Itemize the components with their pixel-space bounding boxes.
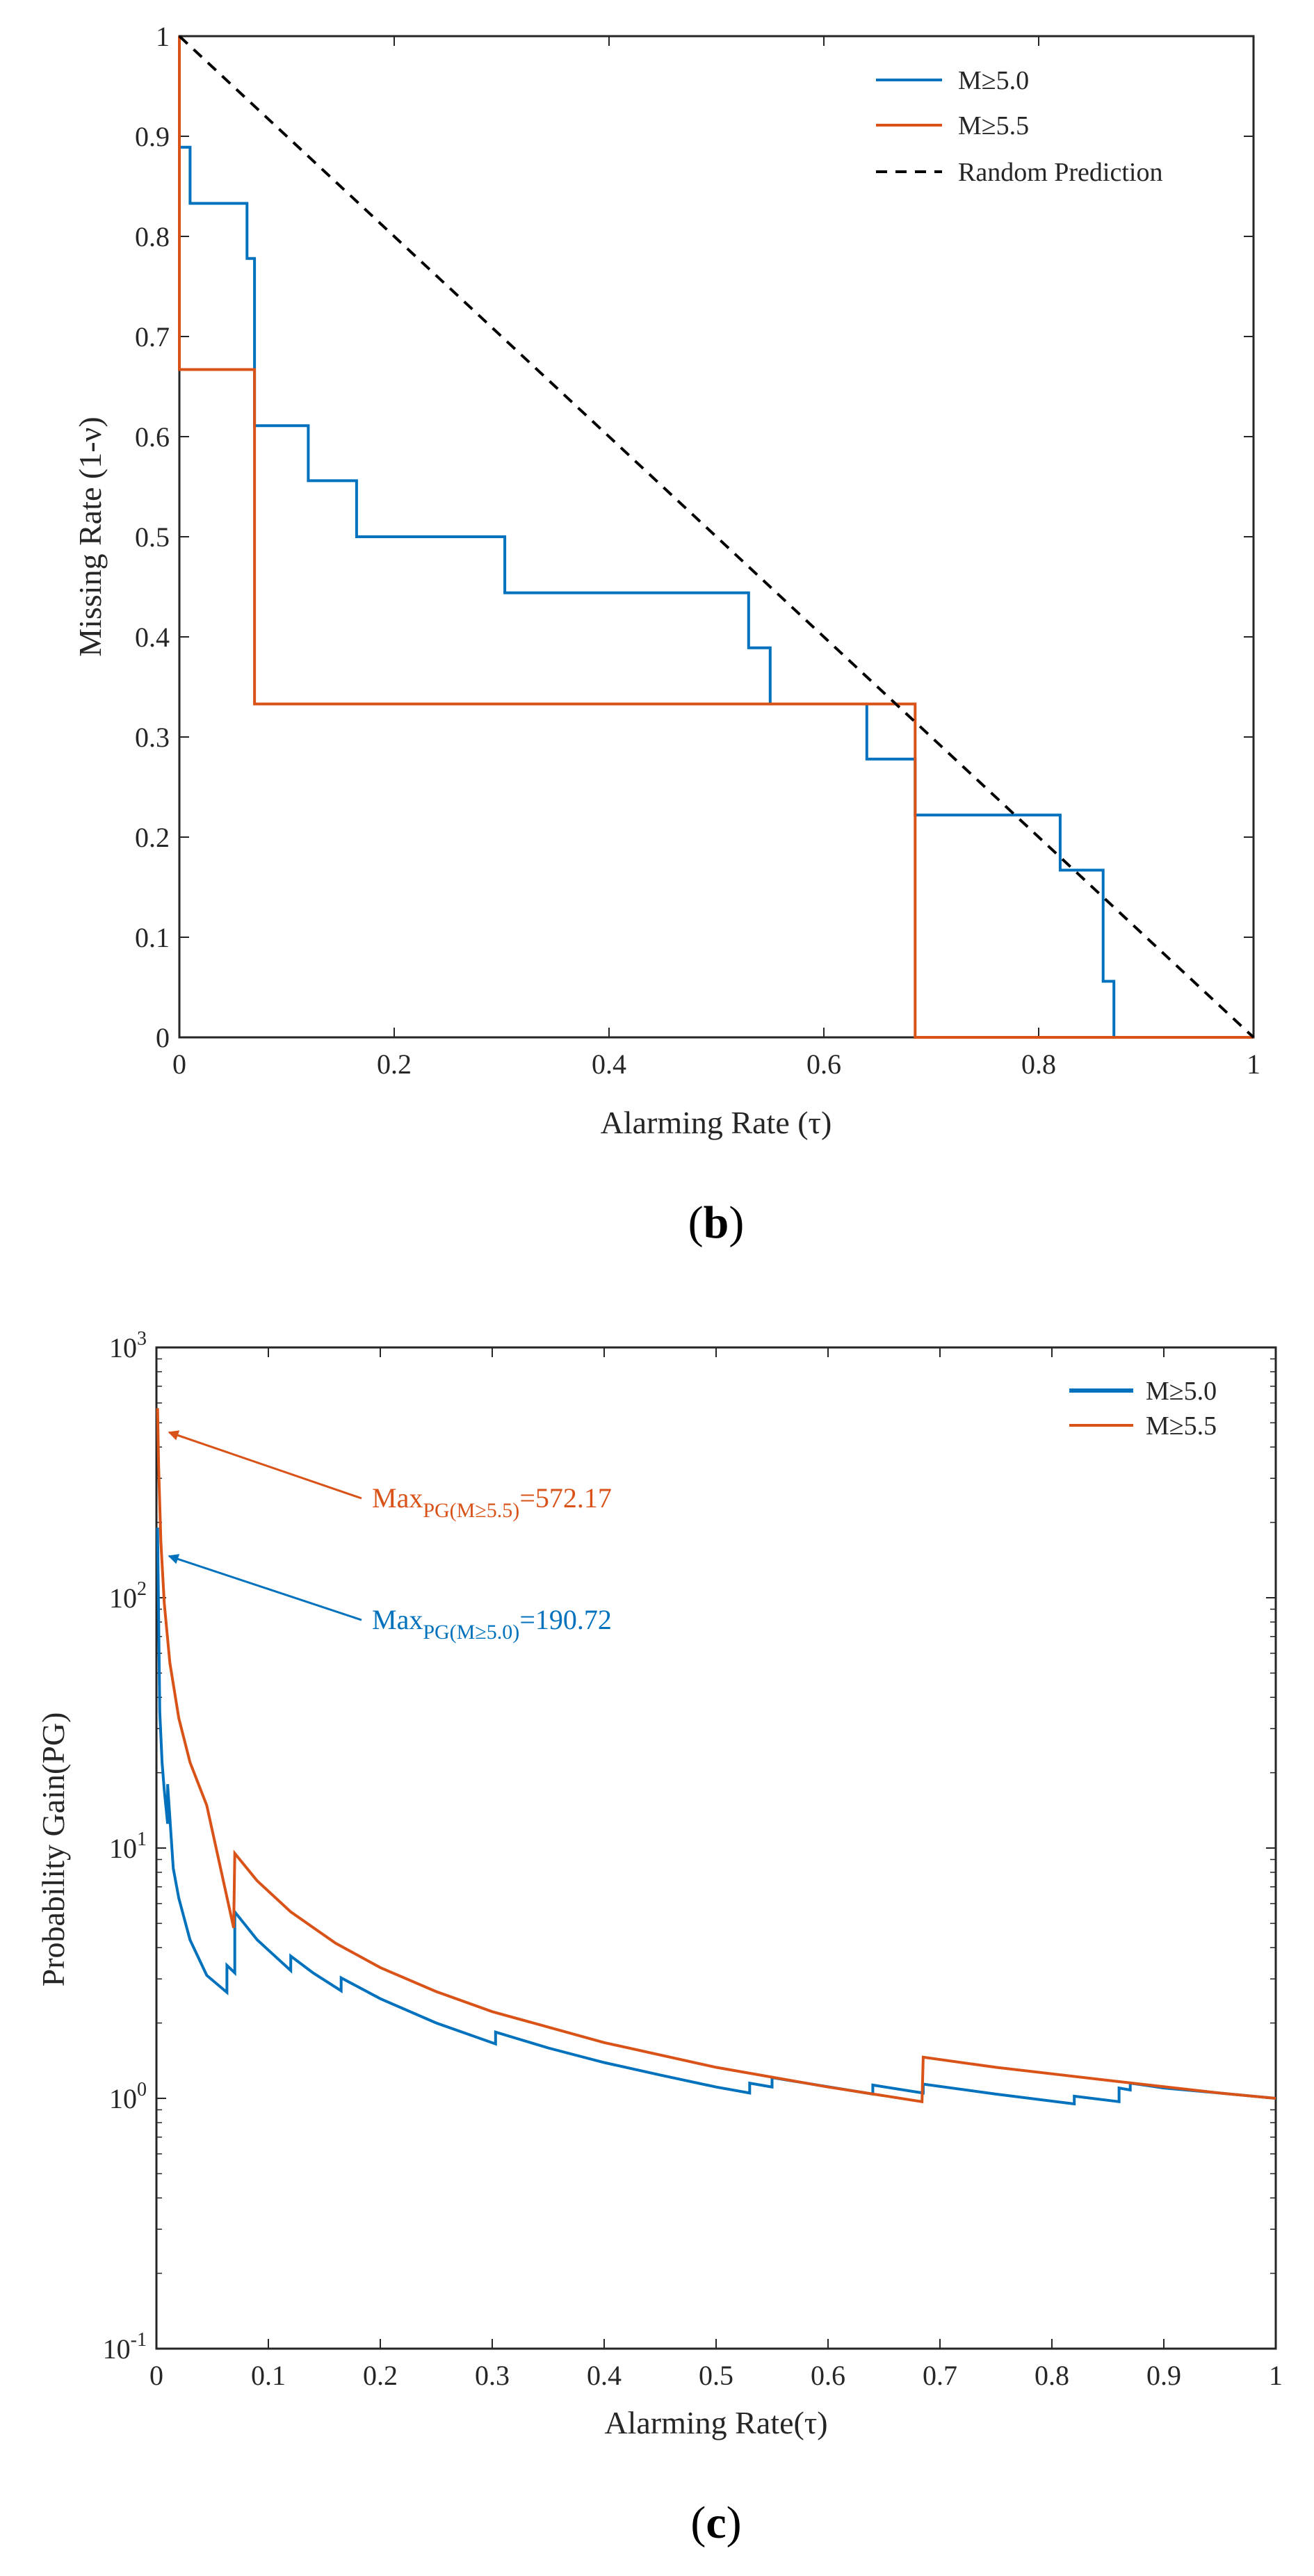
legend-label-random: Random Prediction xyxy=(958,158,1162,187)
legend-label-m55: M≥5.5 xyxy=(958,111,1029,140)
chart-b-ylabel: Missing Rate (1-ν) xyxy=(72,416,108,656)
chart-c-xlabel: Alarming Rate(τ) xyxy=(604,2405,827,2440)
x-tick-label: 0.2 xyxy=(363,2360,398,2391)
x-tick-label: 0.4 xyxy=(592,1048,626,1080)
x-tick-label: 1 xyxy=(1247,1048,1260,1080)
y-tick-label: 0.8 xyxy=(135,221,170,252)
x-tick-label: 0.1 xyxy=(251,2360,286,2391)
x-tick-label: 0.4 xyxy=(587,2360,622,2391)
x-tick-label: 0.8 xyxy=(1021,1048,1056,1080)
y-tick-label: 101 xyxy=(109,1829,147,1864)
y-tick-label: 0.3 xyxy=(135,722,170,753)
x-tick-label: 0.7 xyxy=(923,2360,957,2391)
legend-c-label-m55: M≥5.5 xyxy=(1146,1411,1217,1441)
panel-letter-b: b xyxy=(704,1197,729,1248)
x-tick-label: 0 xyxy=(149,2360,163,2391)
x-tick-label: 0.6 xyxy=(806,1048,841,1080)
figure: 0 0.2 0.4 0.6 0.8 1 0 0.1 0.2 0.3 0.4 0.5 0.6 0.7 0.8… xyxy=(0,0,1314,2576)
y-tick-label: 0.2 xyxy=(135,822,170,853)
x-tick-label: 0.5 xyxy=(699,2360,733,2391)
legend-label-m50: M≥5.0 xyxy=(958,66,1029,95)
x-tick-label: 1 xyxy=(1269,2360,1283,2391)
y-tick-label: 0.4 xyxy=(135,622,170,653)
chart-c-ylabel: Probability Gain(PG) xyxy=(35,1712,71,1987)
x-tick-label: 0 xyxy=(172,1048,186,1080)
y-tick-label: 0.1 xyxy=(135,922,170,953)
y-tick-label: 1 xyxy=(156,21,170,52)
x-tick-label: 0.9 xyxy=(1146,2360,1181,2391)
y-tick-label: 0.5 xyxy=(135,521,170,553)
x-tick-label: 0.3 xyxy=(475,2360,510,2391)
chart-c-plot-area xyxy=(156,1347,1276,2349)
y-tick-label: 0.6 xyxy=(135,421,170,453)
y-tick-label: 100 xyxy=(109,2079,147,2114)
chart-c: 0 0.1 0.2 0.3 0.4 0.5 0.6 0.7 0.8 0.9 1 10-1 100 101… xyxy=(35,1328,1283,2548)
x-tick-label: 0.6 xyxy=(811,2360,845,2391)
panel-letter-c: c xyxy=(706,2497,726,2548)
panel-label-b: (b) xyxy=(688,1197,745,1248)
y-tick-label: 103 xyxy=(109,1328,147,1363)
x-tick-label: 0.8 xyxy=(1035,2360,1069,2391)
chart-b: 0 0.2 0.4 0.6 0.8 1 0 0.1 0.2 0.3 0.4 0.5 0.6 0.7 0.8… xyxy=(72,21,1260,1248)
legend-c-label-m50: M≥5.0 xyxy=(1146,1377,1217,1406)
x-tick-label: 0.2 xyxy=(377,1048,412,1080)
panel-label-c: (c) xyxy=(690,2497,741,2548)
y-tick-label: 0.7 xyxy=(135,321,170,353)
chart-b-xlabel: Alarming Rate (τ) xyxy=(601,1105,832,1140)
y-tick-label: 10-1 xyxy=(103,2329,147,2365)
y-tick-label: 0 xyxy=(156,1022,170,1053)
y-tick-label: 0.9 xyxy=(135,121,170,152)
y-tick-label: 102 xyxy=(109,1578,147,1614)
